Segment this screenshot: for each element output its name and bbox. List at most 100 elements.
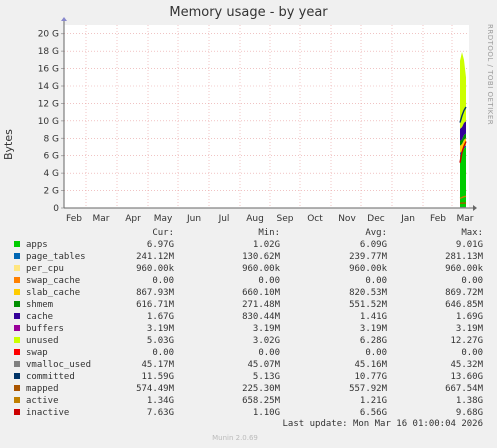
legend-table: Cur: Min: Avg: Max: apps 6.97G 1.02G 6.09G 9… [12,227,492,419]
legend-cur: 574.49M [136,384,174,394]
legend-avg: 45.16M [354,360,387,370]
y-axis-arrow [61,17,67,21]
legend-avg: 10.77G [354,372,387,382]
legend-label: apps [26,240,48,250]
x-tick-label: Jul [218,214,230,224]
legend-min: 5.13G [252,372,280,382]
col-max-header: Max: [461,228,483,238]
legend-row-committed: committed 11.59G 5.13G 10.77G 13.60G [12,371,492,383]
legend-swatch [14,397,20,403]
y-tick-label: 8 G [43,134,59,144]
legend-label: page_tables [26,252,86,262]
legend-max: 646.85M [445,300,483,310]
legend-min: 0.00 [258,276,280,286]
legend-min: 0.00 [258,348,280,358]
plot-area [64,25,469,208]
legend-avg: 3.19M [359,324,387,334]
legend-cur: 0.00 [152,348,174,358]
legend-label: active [26,396,59,406]
legend-cur: 1.34G [146,396,174,406]
area-apps [460,147,466,208]
y-tick-label: 14 G [38,82,59,92]
x-tick-label: Dec [367,214,384,224]
legend-avg: 239.77M [349,252,387,262]
legend-min: 658.25M [242,396,280,406]
legend-label: slab_cache [26,288,81,298]
legend-cur: 1.67G [146,312,174,322]
col-min-header: Min: [258,228,280,238]
legend-max: 0.00 [461,276,483,286]
legend-max: 960.00k [445,264,483,274]
legend-label: unused [26,336,59,346]
legend-cur: 3.19M [146,324,174,334]
line-active [459,195,467,200]
x-tick-label: Mar [457,214,474,224]
legend-max: 3.19M [455,324,483,334]
legend-swatch [14,301,20,307]
area-slab_cache [460,138,466,153]
legend-avg: 1.21G [359,396,387,406]
legend-cur: 867.93M [136,288,174,298]
legend-row-buffers: buffers 3.19M 3.19M 3.19M 3.19M [12,323,492,335]
legend-min: 1.02G [252,240,280,250]
legend-min: 3.02G [252,336,280,346]
legend-avg: 551.52M [349,300,387,310]
legend-avg: 6.28G [359,336,387,346]
legend-min: 130.62M [242,252,280,262]
legend-rows: apps 6.97G 1.02G 6.09G 9.01G page_tables 241.1… [12,239,492,419]
legend-swatch [14,253,20,259]
legend-header: Cur: Min: Avg: Max: [12,227,492,239]
legend-row-unused: unused 5.03G 3.02G 6.28G 12.27G [12,335,492,347]
y-tick-label: 18 G [38,47,59,57]
line-committed [459,106,467,123]
legend-cur: 6.97G [146,240,174,250]
x-tick-label: Nov [338,214,356,224]
legend-row-active: active 1.34G 658.25M 1.21G 1.38G [12,395,492,407]
x-tick-label: Mar [93,214,110,224]
legend-label: mapped [26,384,59,394]
legend-avg: 0.00 [365,348,387,358]
legend-avg: 960.00k [349,264,387,274]
legend-row-swap_cache: swap_cache 0.00 0.00 0.00 0.00 [12,275,492,287]
legend-row-page_tables: page_tables 241.12M 130.62M 239.77M 281.13M [12,251,492,263]
legend-min: 271.48M [242,300,280,310]
y-tick-label: 10 G [38,117,59,127]
x-tick-label: Feb [66,214,82,224]
x-tick-label: Jan [400,214,415,224]
legend-swatch [14,373,20,379]
legend-label: per_cpu [26,264,64,274]
legend-cur: 5.03G [146,336,174,346]
chart-title: Memory usage - by year [169,5,328,20]
col-cur-header: Cur: [152,228,174,238]
x-tick-label: May [154,214,173,224]
legend-row-swap: swap 0.00 0.00 0.00 0.00 [12,347,492,359]
legend-max: 281.13M [445,252,483,262]
legend-swatch [14,241,20,247]
x-tick-label: Aug [246,214,264,224]
legend-row-inactive: inactive 7.63G 1.10G 6.56G 9.68G [12,407,492,419]
legend-avg: 6.56G [359,408,387,418]
legend-label: cache [26,312,54,322]
legend-row-mapped: mapped 574.49M 225.30M 557.92M 667.54M [12,383,492,395]
legend-row-vmalloc_used: vmalloc_used 45.17M 45.07M 45.16M 45.32M [12,359,492,371]
area-cache [460,121,466,142]
legend-avg: 0.00 [365,276,387,286]
legend-cur: 11.59G [141,372,174,382]
legend-max: 869.72M [445,288,483,298]
legend-label: committed [26,372,75,382]
last-update: Last update: Mon Mar 16 01:00:04 2026 [282,419,483,429]
x-axis-arrow [473,205,477,211]
legend-min: 3.19M [252,324,280,334]
legend-avg: 1.41G [359,312,387,322]
legend-swatch [14,289,20,295]
area-shmem [460,133,466,146]
legend-swatch [14,325,20,331]
legend-label: vmalloc_used [26,360,92,370]
legend-row-slab_cache: slab_cache 867.93M 660.10M 820.53M 869.72M [12,287,492,299]
legend-label: buffers [26,324,64,334]
legend-max: 45.32M [450,360,483,370]
legend-max: 667.54M [445,384,483,394]
legend-row-per_cpu: per_cpu 960.00k 960.00k 960.00k 960.00k [12,263,492,275]
y-tick-label: 6 G [43,152,59,162]
legend-avg: 557.92M [349,384,387,394]
